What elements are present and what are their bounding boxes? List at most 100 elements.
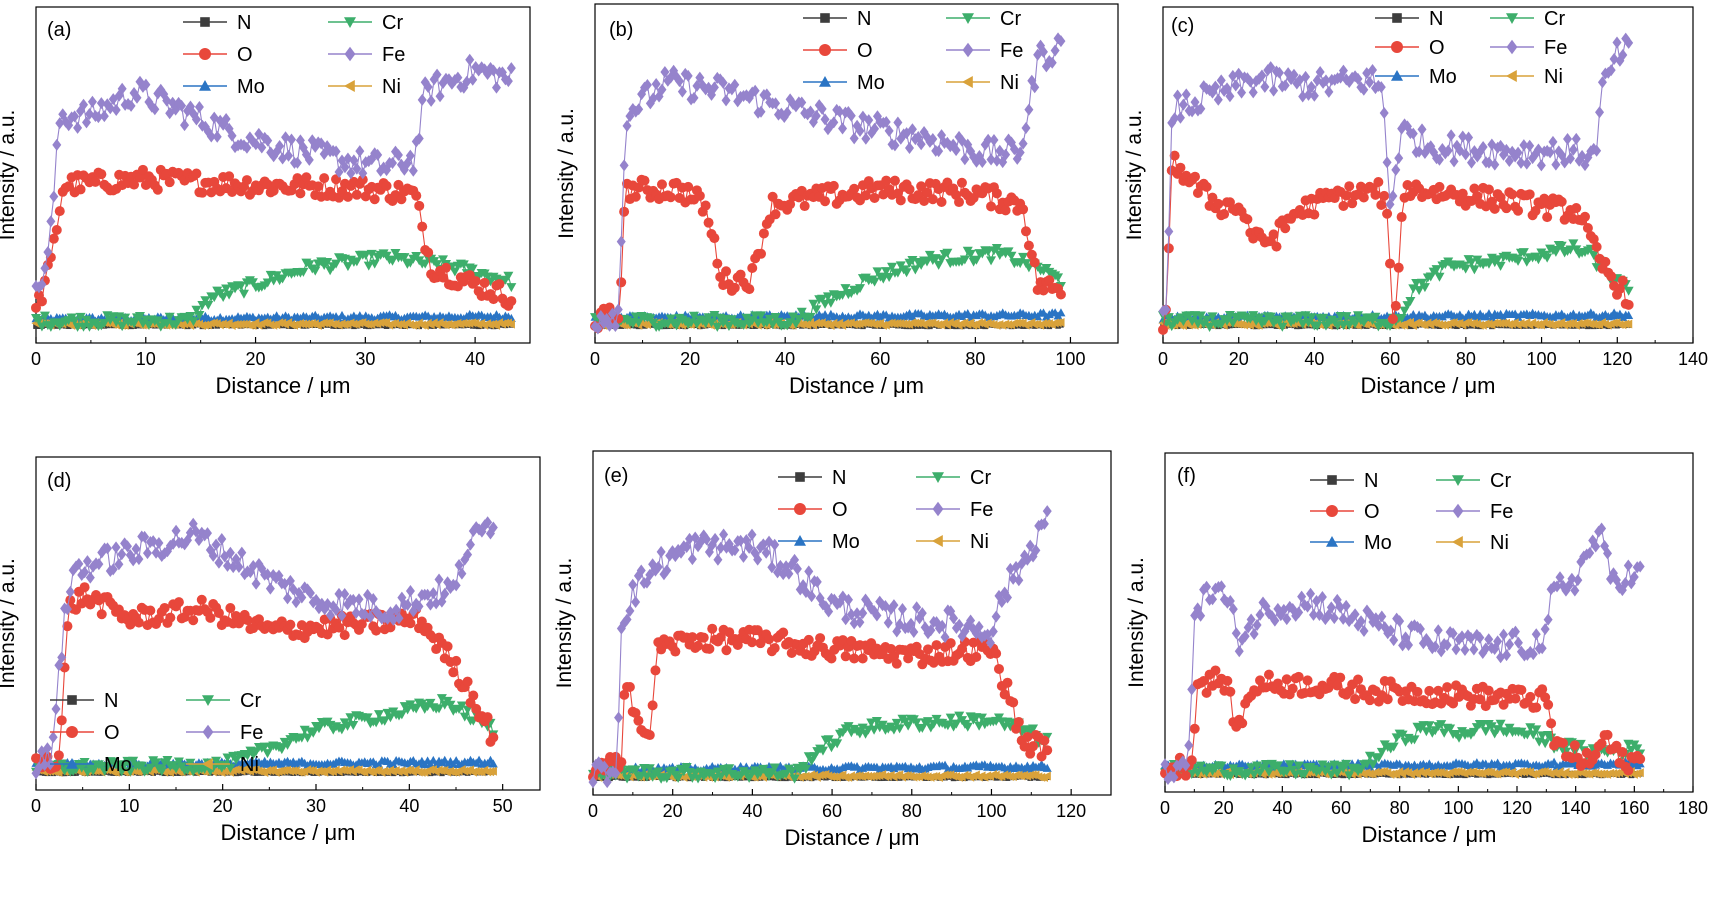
data-point [96, 169, 107, 180]
data-point [506, 296, 517, 307]
data-point [396, 194, 407, 205]
data-point [105, 102, 115, 115]
legend-label: N [1429, 8, 1443, 30]
data-point [235, 281, 246, 291]
x-tick-label: 80 [1456, 349, 1476, 369]
data-point [491, 81, 501, 94]
data-point [33, 323, 39, 329]
data-point [188, 615, 199, 626]
data-point [846, 109, 856, 122]
legend-label: Mo [857, 72, 885, 94]
data-point [1338, 201, 1349, 212]
data-point [1507, 189, 1518, 200]
legend-marker [344, 17, 356, 28]
x-tick-label: 120 [1602, 349, 1632, 369]
data-point [343, 152, 353, 165]
data-point [1038, 285, 1049, 296]
data-point [1047, 56, 1057, 69]
legend-label: Cr [1544, 8, 1565, 30]
legend-label: Mo [237, 76, 265, 98]
data-point [506, 283, 517, 293]
data-point [936, 197, 947, 208]
data-point [506, 319, 515, 329]
data-point [840, 651, 851, 662]
data-point [1038, 45, 1048, 58]
data-point [371, 625, 382, 636]
data-point [838, 122, 848, 135]
panel-label: (b) [609, 19, 633, 41]
data-point [346, 167, 356, 180]
data-point [820, 113, 830, 126]
data-point [1501, 203, 1512, 214]
legend-item-ni: Ni [328, 76, 401, 98]
y-axis-label: Intensity / a.u. [555, 108, 578, 239]
data-point [1489, 203, 1500, 214]
legend-marker [819, 44, 831, 56]
data-point [331, 259, 342, 269]
legend-marker [1506, 39, 1518, 55]
data-point [721, 94, 731, 107]
data-point [630, 191, 641, 202]
data-point [738, 320, 749, 330]
data-point [633, 182, 644, 193]
data-point [758, 228, 769, 239]
data-point [889, 175, 900, 186]
data-point [36, 322, 47, 332]
data-point [265, 582, 275, 595]
data-point [263, 134, 273, 147]
data-point [1309, 209, 1320, 220]
legend-marker [344, 46, 356, 62]
data-point [829, 116, 839, 129]
data-point [870, 122, 880, 135]
data-point [224, 290, 235, 300]
data-point [991, 648, 1002, 659]
data-point [31, 302, 41, 313]
data-point [703, 313, 714, 323]
panel-label: (d) [47, 470, 71, 492]
legend-label: O [1429, 37, 1445, 59]
data-point [180, 119, 190, 132]
data-point [342, 262, 353, 272]
data-point [132, 91, 142, 104]
data-point [339, 630, 350, 641]
data-point [627, 319, 638, 329]
x-tick-label: 10 [119, 796, 139, 816]
data-point [48, 731, 58, 744]
x-tick-label: 0 [31, 349, 41, 369]
data-point [262, 278, 273, 288]
data-point [700, 200, 711, 211]
data-point [687, 553, 697, 566]
data-point [860, 190, 871, 201]
x-tick-label: 0 [1158, 349, 1168, 369]
data-point [1390, 300, 1401, 311]
data-point [633, 715, 644, 726]
data-point [872, 267, 883, 277]
data-point [644, 730, 655, 741]
data-point [959, 255, 970, 265]
data-point [73, 121, 83, 134]
data-point [1269, 84, 1279, 97]
data-point [126, 99, 136, 112]
data-point [619, 159, 629, 172]
data-point [369, 194, 380, 205]
data-point [188, 317, 199, 327]
data-point [712, 322, 723, 332]
data-point [820, 299, 831, 309]
x-tick-label: 100 [1055, 349, 1085, 369]
data-point [117, 322, 128, 332]
data-point [934, 145, 944, 158]
y-axis-label: Intensity / a.u. [0, 110, 19, 241]
data-point [750, 84, 760, 97]
data-point [881, 267, 892, 277]
legend-marker [962, 76, 973, 88]
data-point [1213, 93, 1223, 106]
legend-item-cr: Cr [186, 690, 261, 712]
data-point [438, 272, 449, 283]
x-tick-label: 20 [1229, 349, 1249, 369]
data-point [1213, 198, 1224, 209]
data-point [482, 712, 493, 723]
data-point [993, 663, 1004, 674]
data-point [1449, 155, 1459, 168]
data-point [99, 110, 109, 123]
